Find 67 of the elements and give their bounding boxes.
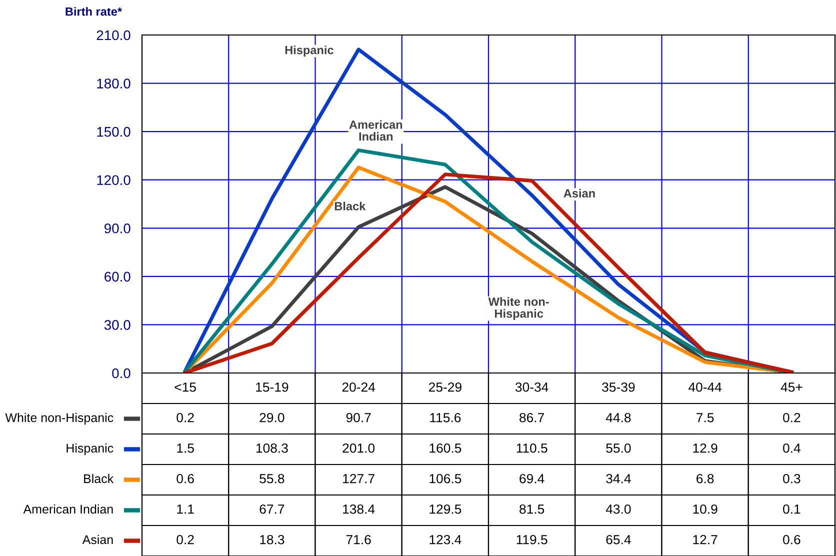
- data-label: 34.4: [606, 474, 631, 484]
- data-label: 12.9: [693, 443, 718, 453]
- y-tick-label: 0.0: [112, 368, 130, 378]
- data-label: 55.0: [606, 443, 631, 453]
- text: Hispanic: [285, 46, 334, 57]
- y-tick-label: 180.0: [97, 78, 130, 88]
- data-label: 7.5: [696, 413, 714, 422]
- data-label: 110.5: [516, 443, 548, 453]
- data-label: 18.3: [260, 534, 284, 544]
- text: American Indian: [349, 120, 402, 141]
- data-label: 29.0: [260, 412, 284, 422]
- y-tick-label: 90.0: [104, 223, 130, 234]
- text: Black: [334, 202, 366, 210]
- data-label: 10.9: [693, 504, 718, 514]
- y-axis-title: Birth rate*: [66, 7, 122, 16]
- y-tick-label: 60.0: [104, 272, 130, 282]
- data-label: 0.2: [783, 412, 800, 422]
- x-tick-label: 25-29: [428, 382, 462, 392]
- data-label: 129.5: [430, 504, 462, 514]
- x-tick-label: 45+: [780, 382, 802, 392]
- data-label: 65.4: [606, 534, 631, 544]
- data-label: 108.3: [256, 443, 288, 453]
- legend-label: American Indian: [23, 504, 113, 514]
- x-tick-label: <15: [174, 382, 196, 392]
- data-label: 1.5: [177, 444, 194, 453]
- data-label: 0.2: [176, 412, 194, 422]
- data-label: 123.4: [430, 534, 462, 544]
- data-label: 90.7: [346, 412, 371, 422]
- data-label: 55.8: [260, 474, 284, 484]
- data-label: 71.6: [346, 534, 371, 544]
- y-tick-label: 30.0: [104, 320, 130, 330]
- data-label: 0.4: [783, 443, 800, 453]
- data-label: 0.1: [783, 504, 800, 514]
- data-label: 201.0: [342, 443, 375, 453]
- x-tick-label: 30-34: [515, 382, 548, 392]
- data-label: 67.7: [260, 504, 284, 514]
- text: White non-Hispanic: [488, 297, 549, 320]
- y-tick-label: 150.0: [97, 126, 130, 137]
- data-label: 160.5: [430, 443, 462, 453]
- data-label: 6.8: [696, 474, 714, 484]
- x-tick-label: 35-39: [602, 382, 635, 392]
- legend-label: Hispanic: [66, 443, 114, 456]
- data-label: 0.6: [783, 534, 800, 544]
- data-label: 1.1: [177, 504, 194, 514]
- data-label: 86.7: [520, 412, 544, 422]
- data-label: 0.2: [176, 534, 194, 544]
- data-label: 0.6: [176, 474, 194, 484]
- legend-label: Asian: [82, 534, 113, 544]
- x-tick-label: 40-44: [688, 382, 722, 392]
- x-tick-label: 15-19: [256, 382, 288, 392]
- x-tick-label: 20-24: [342, 382, 376, 392]
- data-label: 44.8: [606, 412, 631, 422]
- data-label: 12.7: [693, 534, 718, 544]
- legend-label: Black: [84, 474, 114, 484]
- data-label: 119.5: [516, 534, 548, 544]
- data-label: 106.5: [430, 474, 462, 484]
- y-tick-label: 210.0: [96, 30, 130, 40]
- data-label: 0.3: [783, 474, 800, 484]
- data-label: 81.5: [520, 504, 544, 514]
- text: Asian: [564, 188, 595, 198]
- data-label: 127.7: [343, 474, 374, 484]
- legend-label: White non-Hispanic: [5, 412, 114, 425]
- data-label: 69.4: [520, 474, 544, 484]
- data-label: 138.4: [343, 504, 375, 514]
- data-label: 115.6: [430, 412, 461, 422]
- y-tick-label: 120.0: [97, 175, 130, 186]
- data-label: 43.0: [606, 504, 631, 514]
